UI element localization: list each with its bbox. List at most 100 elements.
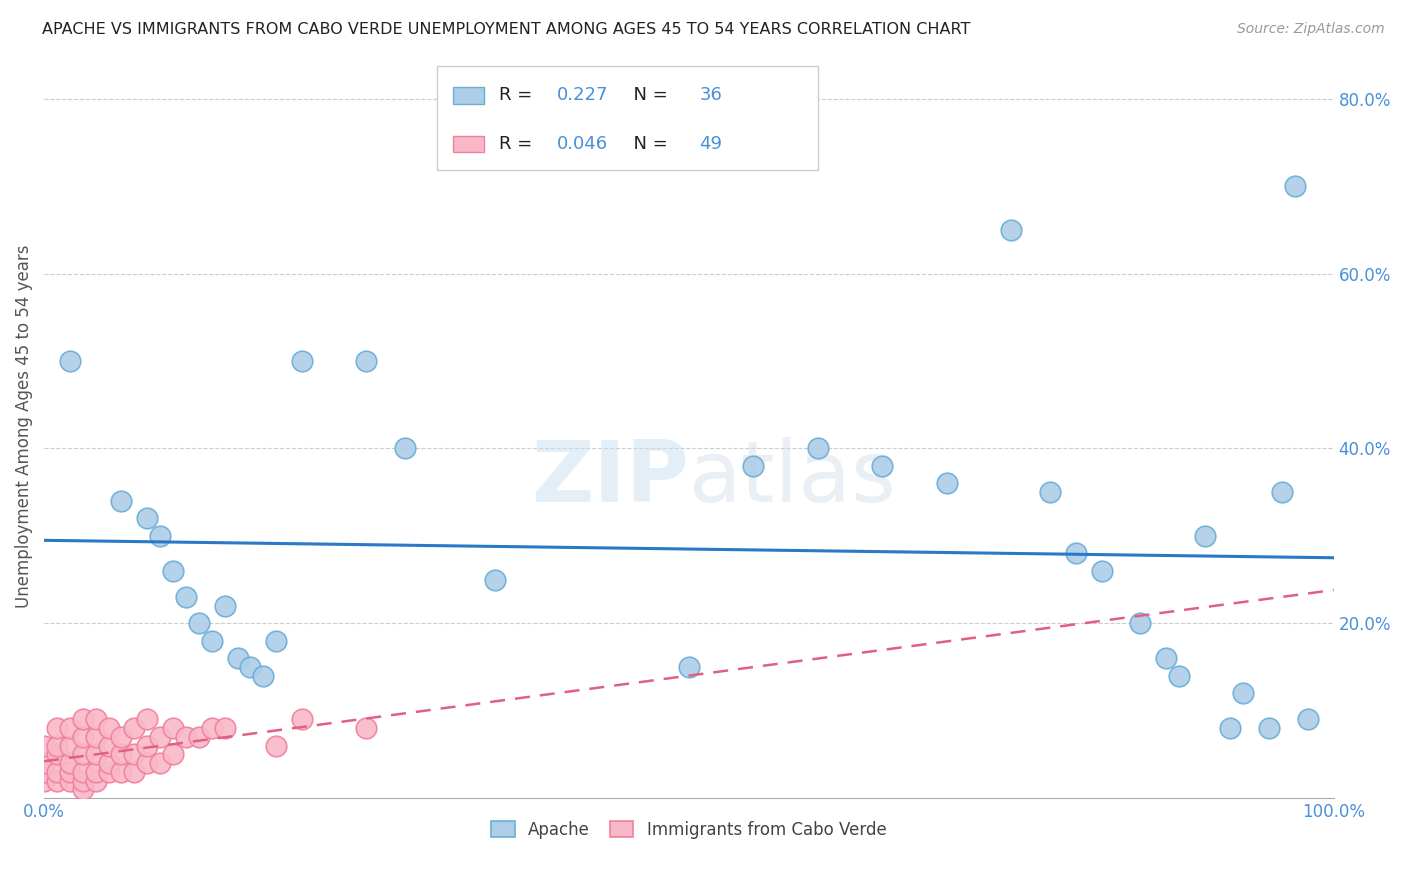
Point: [110, 730, 132, 744]
Point: [1296, 713, 1319, 727]
Text: 36: 36: [699, 87, 723, 104]
Point: [124, 721, 146, 735]
FancyBboxPatch shape: [453, 87, 484, 103]
Y-axis label: Unemployment Among Ages 45 to 54 years: Unemployment Among Ages 45 to 54 years: [15, 245, 32, 608]
Point: [1232, 686, 1254, 700]
Point: [59, 354, 82, 368]
Point: [97, 739, 120, 753]
Legend: Apache, Immigrants from Cabo Verde: Apache, Immigrants from Cabo Verde: [485, 814, 893, 846]
Point: [84, 747, 107, 762]
Text: 0.046: 0.046: [557, 136, 609, 153]
Point: [46, 739, 69, 753]
Point: [162, 747, 184, 762]
FancyBboxPatch shape: [453, 136, 484, 153]
Point: [72, 782, 94, 797]
Text: R =: R =: [499, 136, 538, 153]
Point: [97, 756, 120, 771]
Text: N =: N =: [621, 136, 673, 153]
Point: [214, 721, 236, 735]
Point: [264, 739, 287, 753]
Point: [239, 660, 262, 674]
Point: [678, 660, 700, 674]
Point: [1154, 651, 1177, 665]
Point: [97, 764, 120, 779]
Point: [136, 756, 159, 771]
Point: [136, 739, 159, 753]
Point: [124, 747, 146, 762]
Point: [72, 713, 94, 727]
Point: [356, 354, 378, 368]
Point: [1271, 485, 1294, 500]
FancyBboxPatch shape: [437, 66, 818, 170]
Point: [59, 739, 82, 753]
Point: [187, 616, 209, 631]
Point: [742, 458, 765, 473]
Point: [264, 633, 287, 648]
Point: [110, 494, 132, 508]
Point: [187, 730, 209, 744]
Point: [110, 764, 132, 779]
Point: [1064, 546, 1087, 560]
Point: [291, 713, 314, 727]
Point: [291, 354, 314, 368]
Point: [1167, 669, 1189, 683]
Point: [72, 747, 94, 762]
Point: [59, 764, 82, 779]
Point: [174, 730, 197, 744]
Point: [72, 773, 94, 788]
Point: [46, 747, 69, 762]
Point: [59, 773, 82, 788]
Point: [59, 756, 82, 771]
Point: [226, 651, 249, 665]
Point: [201, 721, 224, 735]
Text: N =: N =: [621, 87, 673, 104]
Point: [149, 730, 172, 744]
Point: [84, 764, 107, 779]
Point: [32, 756, 55, 771]
Point: [110, 747, 132, 762]
Point: [136, 511, 159, 525]
Point: [136, 713, 159, 727]
Point: [84, 713, 107, 727]
Point: [46, 721, 69, 735]
Text: R =: R =: [499, 87, 538, 104]
Text: atlas: atlas: [689, 437, 897, 520]
Point: [72, 764, 94, 779]
Point: [162, 721, 184, 735]
Point: [1129, 616, 1152, 631]
Point: [84, 773, 107, 788]
Point: [1219, 721, 1241, 735]
Point: [32, 764, 55, 779]
Point: [46, 773, 69, 788]
Point: [174, 590, 197, 604]
Point: [1039, 485, 1062, 500]
Point: [214, 599, 236, 613]
Point: [59, 721, 82, 735]
Point: [1000, 223, 1022, 237]
Point: [484, 573, 506, 587]
Point: [935, 476, 957, 491]
Point: [872, 458, 894, 473]
Point: [72, 730, 94, 744]
Text: APACHE VS IMMIGRANTS FROM CABO VERDE UNEMPLOYMENT AMONG AGES 45 TO 54 YEARS CORR: APACHE VS IMMIGRANTS FROM CABO VERDE UNE…: [42, 22, 970, 37]
Point: [32, 739, 55, 753]
Point: [1284, 179, 1306, 194]
Point: [807, 442, 830, 456]
Point: [1194, 529, 1216, 543]
Text: ZIP: ZIP: [531, 437, 689, 520]
Point: [356, 721, 378, 735]
Point: [201, 633, 224, 648]
Point: [252, 669, 274, 683]
Point: [162, 564, 184, 578]
Text: Source: ZipAtlas.com: Source: ZipAtlas.com: [1237, 22, 1385, 37]
Text: 0.227: 0.227: [557, 87, 609, 104]
Point: [149, 529, 172, 543]
Text: 49: 49: [699, 136, 723, 153]
Point: [1090, 564, 1112, 578]
Point: [124, 764, 146, 779]
Point: [32, 773, 55, 788]
Point: [46, 764, 69, 779]
Point: [149, 756, 172, 771]
Point: [97, 721, 120, 735]
Point: [84, 730, 107, 744]
